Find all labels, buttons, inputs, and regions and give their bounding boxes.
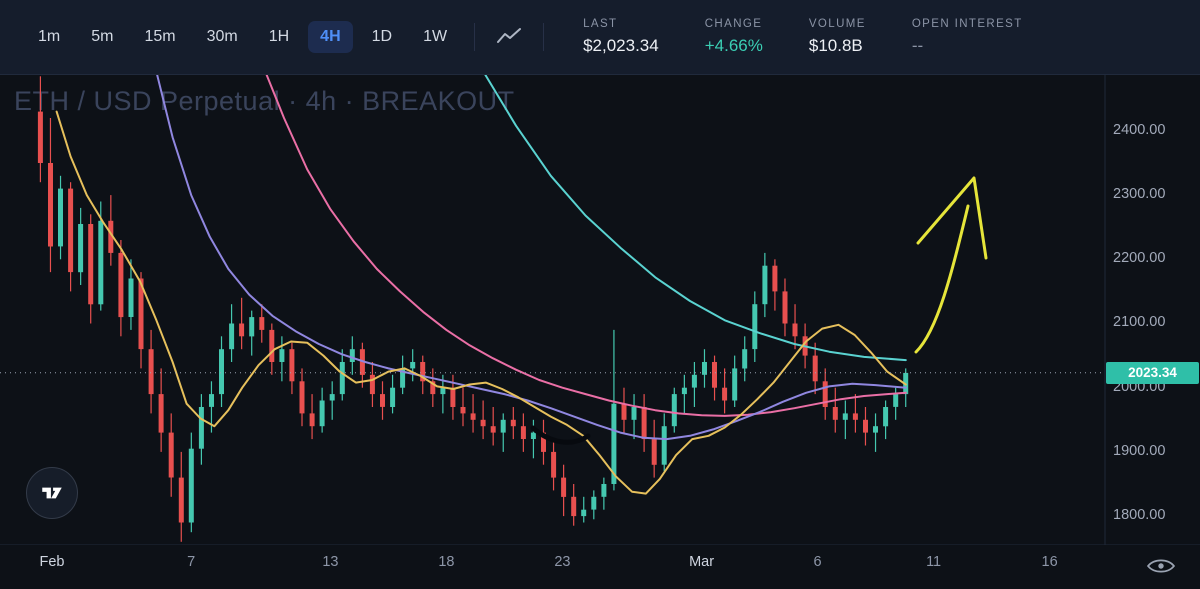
toolbar-divider bbox=[474, 23, 476, 51]
timeframe-15m[interactable]: 15m bbox=[132, 21, 187, 53]
toolbar: 1m 5m 15m 30m 1H 4H 1D 1W LAST $2,023.34… bbox=[0, 0, 1200, 75]
price-axis-label: 2200.00 bbox=[1113, 250, 1166, 267]
timeframe-30m[interactable]: 30m bbox=[195, 21, 250, 53]
timeframe-4h-active[interactable]: 4H bbox=[308, 21, 353, 53]
chart-type-icon[interactable] bbox=[490, 22, 528, 52]
stats-bar: LAST $2,023.34 CHANGE +4.66% VOLUME $10.… bbox=[583, 18, 1023, 56]
price-axis[interactable]: 2400.00 2300.00 2200.00 2100.00 2000.00 1900.… bbox=[1105, 0, 1200, 545]
candlestick-chart[interactable] bbox=[0, 75, 1200, 545]
stat-volume: VOLUME $10.8B bbox=[809, 18, 866, 56]
stat-volume-value: $10.8B bbox=[808, 36, 863, 55]
timeframe-5m[interactable]: 5m bbox=[79, 21, 125, 53]
timeframe-1d[interactable]: 1D bbox=[360, 21, 404, 53]
time-axis-label: 16 bbox=[1041, 554, 1058, 570]
stat-change: CHANGE +4.66% bbox=[705, 18, 763, 56]
timeframe-1w[interactable]: 1W bbox=[411, 21, 459, 53]
stat-last-label: LAST bbox=[583, 18, 618, 30]
time-axis-label: 11 bbox=[926, 554, 942, 570]
time-axis-label: 13 bbox=[322, 554, 339, 570]
stat-open-interest-value: -- bbox=[911, 36, 924, 55]
time-axis-label: 23 bbox=[554, 554, 571, 570]
price-axis-label: 2300.00 bbox=[1113, 186, 1166, 203]
price-axis-label: 2100.00 bbox=[1113, 314, 1166, 331]
time-axis-label: 18 bbox=[438, 554, 455, 570]
eye-icon[interactable] bbox=[1144, 554, 1178, 581]
last-price-label: 2023.34 bbox=[1106, 361, 1199, 384]
symbol-watermark: ETH / USD Perpetual · 4h · BREAKOUT bbox=[14, 86, 515, 116]
time-axis-label: 7 bbox=[187, 554, 196, 570]
stat-change-label: CHANGE bbox=[704, 18, 763, 30]
price-axis-label: 1900.00 bbox=[1113, 442, 1166, 459]
stat-open-interest-label: OPEN INTEREST bbox=[911, 18, 1023, 30]
timeframe-1m[interactable]: 1m bbox=[26, 21, 72, 53]
time-axis-label: Feb bbox=[39, 554, 65, 570]
timeframe-1h[interactable]: 1H bbox=[257, 21, 301, 53]
tradingview-logo[interactable] bbox=[26, 467, 78, 519]
stat-open-interest: OPEN INTEREST -- bbox=[912, 18, 1023, 56]
toolbar-divider-2 bbox=[543, 23, 545, 51]
stat-volume-label: VOLUME bbox=[808, 18, 866, 30]
time-axis-label: 6 bbox=[813, 554, 822, 570]
stat-last: LAST $2,023.34 bbox=[583, 18, 659, 56]
timeframe-group: 1m 5m 15m 30m 1H 4H 1D 1W bbox=[26, 21, 459, 53]
price-axis-label: 2400.00 bbox=[1113, 121, 1166, 138]
time-axis-label: Mar bbox=[689, 554, 715, 570]
stat-change-value: +4.66% bbox=[704, 36, 763, 55]
stat-last-value: $2,023.34 bbox=[583, 36, 659, 55]
price-axis-label: 1800.00 bbox=[1113, 507, 1166, 524]
time-axis[interactable]: Feb 7 13 18 23 Mar 6 11 16 bbox=[0, 545, 1105, 589]
